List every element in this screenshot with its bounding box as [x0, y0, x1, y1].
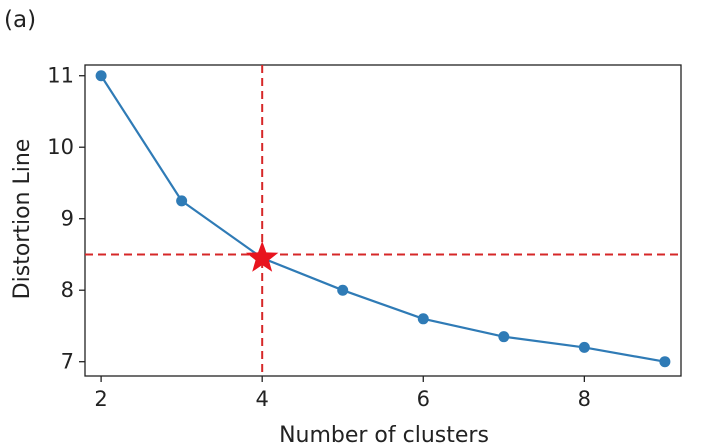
- y-tick-label-8: 8: [61, 278, 74, 302]
- data-point-3: [176, 195, 188, 207]
- plot-area: [84, 64, 682, 377]
- y-tick-label-10: 10: [47, 135, 74, 159]
- elbow-star-marker: [246, 241, 279, 272]
- x-tick-label-2: 2: [94, 387, 107, 411]
- y-tick-label-9: 9: [61, 207, 74, 231]
- data-point-5: [337, 284, 349, 296]
- reference-lines: [85, 65, 681, 376]
- highlight-layer: [246, 241, 279, 272]
- series-layer: [95, 70, 671, 368]
- series-line-0: [100, 75, 666, 363]
- data-point-2: [95, 70, 107, 82]
- y-tick-label-7: 7: [61, 350, 74, 374]
- data-point-7: [498, 331, 510, 343]
- y-axis-title: Distortion Line: [10, 139, 35, 300]
- x-axis: 2 4 6 8: [94, 376, 591, 411]
- data-point-8: [578, 341, 590, 353]
- x-tick-label-4: 4: [256, 387, 269, 411]
- y-tick-label-11: 11: [47, 64, 74, 88]
- x-tick-label-6: 6: [417, 387, 430, 411]
- y-axis: 7 8 9 10 11: [47, 64, 85, 374]
- panel-label: (a): [4, 7, 36, 33]
- x-tick-label-8: 8: [578, 387, 591, 411]
- data-point-9: [659, 356, 671, 368]
- plot-frame: [84, 64, 682, 377]
- x-axis-title: Number of clusters: [279, 423, 489, 447]
- data-point-6: [417, 313, 429, 325]
